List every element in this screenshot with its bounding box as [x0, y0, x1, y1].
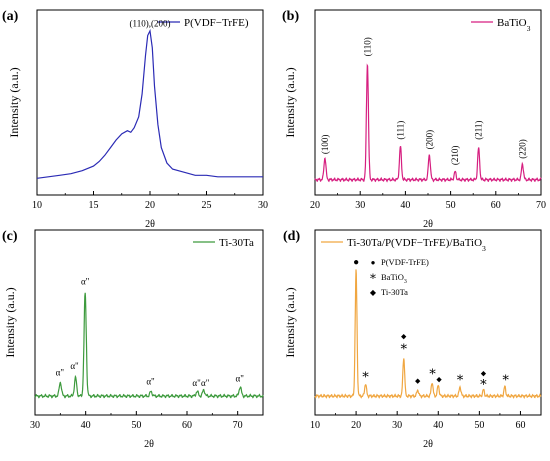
peak-label: α" [56, 367, 65, 377]
peak-label: α" [201, 378, 210, 388]
x-tick-label: 40 [400, 200, 410, 211]
x-tick-label: 30 [355, 200, 365, 211]
peak-label: (110),(200) [130, 18, 171, 28]
x-tick-label: 60 [515, 420, 525, 431]
marker-key-symbol: ● [371, 258, 376, 267]
x-tick-label: 30 [258, 200, 268, 211]
peak-label: (100) [320, 135, 330, 155]
y-axis-label: Intensity (a.u.) [283, 67, 297, 137]
peak-label: α" [192, 378, 201, 388]
peak-label: α" [81, 277, 90, 287]
x-tick-label: 40 [81, 420, 91, 431]
plot-frame [314, 229, 542, 416]
x-axis-label: 2θ [423, 219, 433, 230]
x-tick-label: 50 [474, 420, 484, 431]
peak-label: ∗ [428, 363, 437, 378]
x-tick-label: 50 [446, 200, 456, 211]
panel-label: (a) [2, 9, 19, 24]
x-tick-label: 30 [392, 420, 402, 431]
peak-label: ◆ [401, 332, 407, 340]
x-tick-label: 30 [30, 420, 40, 431]
x-tick-label: 10 [310, 420, 320, 431]
panel-label: (d) [283, 229, 300, 244]
x-tick-label: 10 [32, 200, 42, 211]
marker-key-symbol: ∗ [369, 269, 377, 283]
marker-key-label: BaTiO3 [381, 272, 407, 285]
peak-label: ∗ [501, 369, 510, 384]
plot-frame [36, 9, 264, 196]
peak-label: ● [353, 257, 359, 268]
peak-label: ◆ [481, 369, 487, 377]
x-tick-label: 25 [202, 200, 212, 211]
marker-key-symbol: ◆ [370, 288, 377, 297]
panel-d: 10 20 30 40 50 60 2θ Intensity (a.u.) (d) Ti-30Ta… [283, 229, 542, 450]
x-tick-label: 20 [310, 200, 320, 211]
y-axis-label: Intensity (a.u.) [7, 67, 21, 137]
peak-label: ◆ [436, 375, 442, 383]
plot-frame [34, 229, 264, 416]
series-line [34, 292, 264, 399]
y-axis-label: Intensity (a.u.) [3, 287, 17, 357]
series-line [36, 28, 263, 179]
panel-a: 10 15 20 25 30 2θ Intensity (a.u.) (a) P(VDF−TrF… [2, 9, 268, 230]
peak-label: ∗ [361, 366, 370, 381]
peak-label: ∗ [456, 369, 465, 384]
x-tick-label: 70 [233, 420, 243, 431]
x-tick-label: 15 [89, 200, 99, 211]
peak-label: α" [235, 373, 244, 383]
panel-b: 20 30 40 50 60 70 2θ Intensity (a.u.) (b) BaTiO3 (… [282, 9, 546, 230]
legend-entry: P(VDF−TrFE) [184, 17, 249, 29]
marker-key-label: Ti-30Ta [381, 287, 408, 297]
peak-label: (200) [424, 130, 434, 150]
peak-label: α" [146, 377, 155, 387]
series-line [314, 269, 542, 399]
panel-c: 30 40 50 60 70 2θ Intensity (a.u.) (c) Ti-30Ta α"… [2, 229, 264, 450]
x-tick-label: 20 [351, 420, 361, 431]
x-axis-label: 2θ [423, 439, 433, 450]
x-tick-label: 60 [182, 420, 192, 431]
x-axis-label: 2θ [145, 219, 155, 230]
series-line [314, 63, 542, 183]
peak-label: (110) [362, 37, 372, 56]
marker-key-label: P(VDF-TrFE) [381, 257, 429, 267]
peak-label: ◆ [415, 377, 421, 385]
legend-entry: Ti-30Ta/P(VDF−TrFE)/BaTiO3 [347, 237, 486, 253]
peak-label: (111) [395, 121, 405, 140]
peak-label: (211) [474, 121, 484, 140]
peak-label: α" [70, 361, 79, 371]
x-tick-label: 50 [131, 420, 141, 431]
peak-label: (220) [517, 139, 527, 159]
peak-label: ∗ [399, 339, 408, 354]
peak-label: (210) [450, 146, 460, 166]
x-tick-label: 40 [433, 420, 443, 431]
legend-entry: Ti-30Ta [219, 237, 254, 249]
x-tick-label: 70 [536, 200, 546, 211]
legend-entry: BaTiO3 [497, 17, 531, 33]
x-axis-label: 2θ [144, 439, 154, 450]
x-tick-label: 60 [491, 200, 501, 211]
y-axis-label: Intensity (a.u.) [283, 287, 297, 357]
peak-label: ∗ [479, 374, 488, 389]
x-tick-label: 20 [145, 200, 155, 211]
panel-label: (b) [282, 9, 299, 24]
panel-label: (c) [2, 229, 18, 244]
